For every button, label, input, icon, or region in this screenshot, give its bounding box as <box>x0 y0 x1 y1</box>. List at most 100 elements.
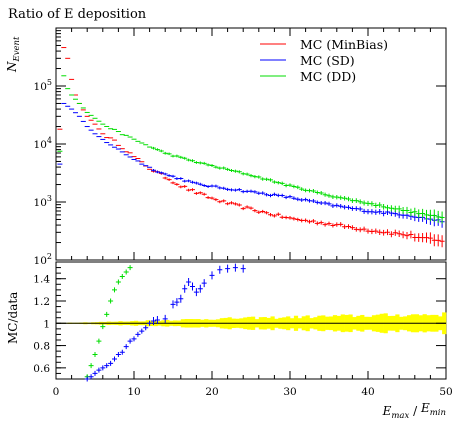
ratio-point <box>123 344 129 350</box>
top-point <box>225 167 231 171</box>
top-point <box>412 207 418 216</box>
top-point <box>420 208 426 219</box>
top-point <box>431 209 437 222</box>
top-point <box>408 208 414 217</box>
top-point <box>318 220 324 225</box>
top-point <box>357 227 363 233</box>
top-point <box>385 204 390 211</box>
top-point <box>314 200 320 205</box>
top-point <box>256 210 262 214</box>
top-point <box>342 196 348 201</box>
top-point <box>268 193 273 198</box>
top-point <box>260 209 266 214</box>
top-point <box>357 199 363 205</box>
top-point <box>151 146 156 150</box>
ratio-point <box>139 328 145 334</box>
top-point <box>271 214 277 218</box>
ratio-point <box>225 264 231 273</box>
top-point <box>303 218 309 223</box>
top-point <box>357 206 363 212</box>
top-frame <box>55 27 447 261</box>
ratio-point <box>108 360 114 366</box>
top-point <box>435 234 441 247</box>
ratio-point <box>135 331 141 337</box>
ratio-point <box>119 349 125 355</box>
top-point <box>225 202 231 206</box>
top-point <box>248 189 254 193</box>
top-point <box>346 196 351 202</box>
ratio-point <box>197 284 203 293</box>
top-point <box>209 196 215 200</box>
top-point <box>193 181 199 185</box>
top-point <box>338 222 344 227</box>
top-point <box>174 154 180 158</box>
top-point <box>162 172 168 176</box>
top-point <box>256 175 262 179</box>
ratio-point <box>178 294 184 303</box>
bottom-series-1 <box>84 263 246 382</box>
ratio-point <box>143 325 149 331</box>
top-point <box>322 222 328 227</box>
ratio-point <box>201 279 207 288</box>
top-point <box>154 170 160 174</box>
bottom-series-layer <box>84 263 246 382</box>
top-point <box>295 197 301 202</box>
top-point <box>170 181 176 185</box>
top-point <box>190 180 195 184</box>
ratio-point <box>127 338 133 344</box>
top-point <box>260 191 266 195</box>
top-point <box>236 188 242 192</box>
top-point <box>213 165 219 169</box>
top-point <box>236 170 242 174</box>
top-point <box>439 235 445 248</box>
ratio-point <box>108 298 114 304</box>
top-point <box>310 199 316 203</box>
top-point <box>232 169 238 173</box>
top-point <box>279 193 285 198</box>
top-point <box>252 190 258 194</box>
top-point <box>166 152 172 156</box>
bottom-y-axis-label: MC/data <box>6 292 20 344</box>
top-point <box>264 211 270 215</box>
ratio-point <box>112 356 117 362</box>
top-point <box>353 198 359 203</box>
ratio-point <box>100 324 106 330</box>
top-point <box>158 171 164 175</box>
bottom-y-tick-label: 1.4 <box>33 274 50 286</box>
legend: MC (MinBias)MC (SD)MC (DD) <box>260 37 388 84</box>
top-point <box>229 201 234 205</box>
top-point <box>338 195 344 200</box>
top-point <box>166 174 172 177</box>
legend-label: MC (DD) <box>300 69 356 84</box>
top-y-axis-label: NEvent <box>5 36 22 73</box>
bottom-y-tick-label: 1 <box>43 318 50 330</box>
top-point <box>236 203 242 207</box>
top-point <box>279 181 285 186</box>
bottom-series-0 <box>84 265 133 380</box>
ratio-point <box>147 320 153 326</box>
top-point <box>334 203 340 208</box>
top-series-2 <box>57 75 445 224</box>
ratio-point <box>170 300 176 309</box>
top-series-layer <box>57 47 445 248</box>
top-point <box>291 216 297 221</box>
top-point <box>326 201 332 206</box>
top-point <box>381 203 387 210</box>
top-point <box>388 205 394 212</box>
top-point <box>186 158 192 162</box>
top-point <box>385 229 390 236</box>
ratio-point <box>104 363 110 369</box>
top-point <box>373 209 379 215</box>
top-point <box>310 189 316 193</box>
top-point <box>162 176 168 180</box>
top-point <box>217 200 223 204</box>
top-point <box>349 225 355 230</box>
top-point <box>326 193 332 198</box>
ratio-point <box>104 311 110 317</box>
top-point <box>435 210 441 223</box>
top-point <box>244 172 250 176</box>
x-tick-label: 0 <box>53 386 60 398</box>
top-point <box>151 168 156 172</box>
top-point <box>162 151 168 155</box>
